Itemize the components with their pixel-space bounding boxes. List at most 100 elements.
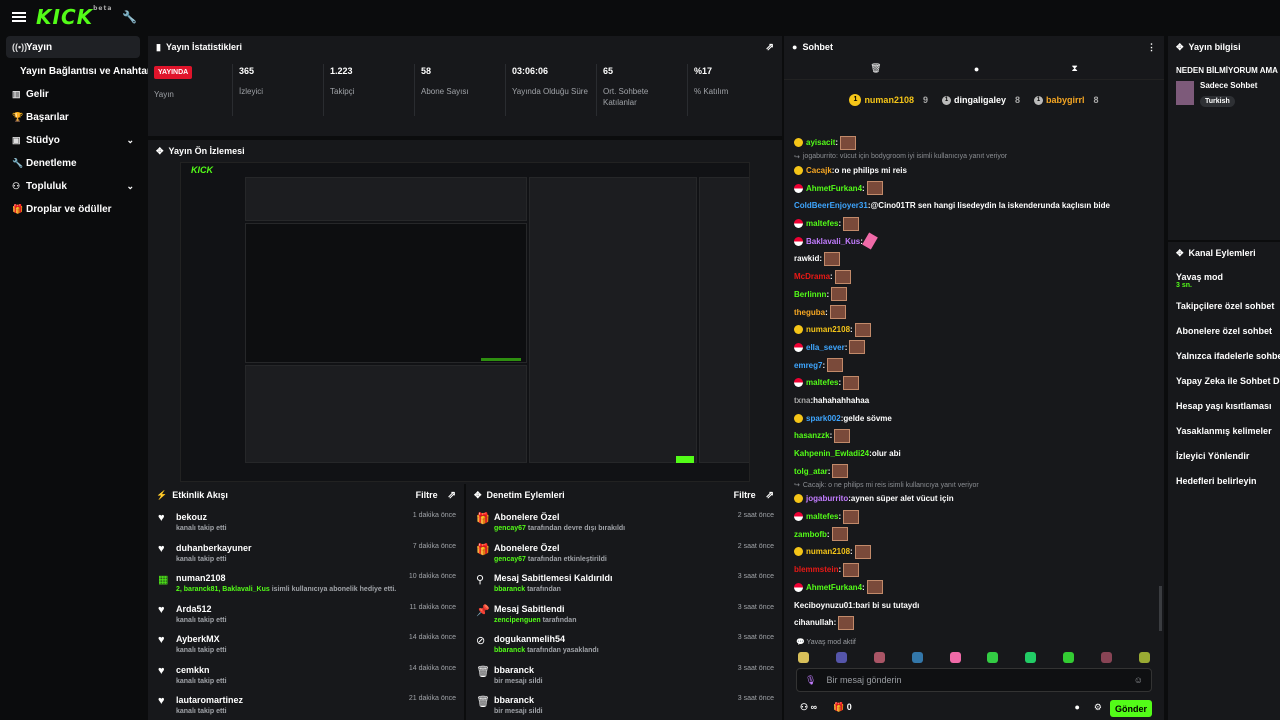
chat-message[interactable]: AhmetFurkan4: xyxy=(794,179,1154,197)
chat-username[interactable]: txna xyxy=(794,395,811,405)
chat-menu-icon[interactable]: ⋮ xyxy=(1147,41,1156,52)
emote-icon[interactable] xyxy=(835,652,847,663)
popout-icon[interactable]: ⇗ xyxy=(447,489,456,501)
chat-username[interactable]: zambofb xyxy=(794,529,827,539)
chat-username[interactable]: jogaburrito xyxy=(806,494,849,504)
activity-row[interactable]: ♥ duhanberkayuner kanalı takip etti 7 dakik… xyxy=(148,537,464,568)
chat-message[interactable]: maltefes: xyxy=(794,215,1154,233)
kick-logo[interactable]: KICKbeta xyxy=(36,5,113,29)
channel-action-item[interactable]: Yapay Zeka ile Sohbet Dene xyxy=(1168,368,1280,393)
sidebar-item-3[interactable]: 🏆 Başarılar xyxy=(6,106,140,128)
emote-icon[interactable] xyxy=(949,652,961,663)
community-icon[interactable]: ⚇ ∞ xyxy=(800,702,817,712)
stream-preview-video[interactable]: KICK xyxy=(180,162,750,482)
chat-message[interactable]: Baklavali_Kus: xyxy=(794,232,1154,250)
channel-action-item[interactable]: Yasaklanmış kelimeler xyxy=(1168,418,1280,443)
activity-row[interactable]: ♥ bekouz kanalı takip etti 1 dakika önce xyxy=(148,506,464,537)
chat-username[interactable]: AhmetFurkan4 xyxy=(806,183,863,193)
chat-message[interactable]: Cacajk: o ne philips mi reis xyxy=(794,162,1154,180)
moderation-row[interactable]: 📌 Mesaj Sabitlendi zencipenguen tarafından… xyxy=(466,598,782,629)
chat-message[interactable]: hasanzzk: xyxy=(794,427,1154,445)
chat-message[interactable]: theguba: xyxy=(794,303,1154,321)
chat-message[interactable]: maltefes: xyxy=(794,374,1154,392)
chat-message[interactable]: Berlinnn: xyxy=(794,286,1154,304)
emote-icon[interactable] xyxy=(1025,652,1037,663)
send-button[interactable]: Gönder xyxy=(1110,700,1152,717)
chat-username[interactable]: maltefes xyxy=(806,378,839,388)
sidebar-item-stream-key[interactable]: Yayın Bağlantısı ve Anahtarı xyxy=(0,59,154,83)
sidebar-item-6[interactable]: ⚇ Topluluk ⌄ xyxy=(6,175,140,197)
chat-username[interactable]: cihanullah xyxy=(794,618,834,628)
chat-username[interactable]: Cacajk xyxy=(806,166,832,176)
moderation-filter-button[interactable]: Filtre xyxy=(733,490,756,500)
chat-username[interactable]: tolg_atar xyxy=(794,466,828,476)
chat-message[interactable]: Keciboynuzu01: bari bi su tutaydı xyxy=(794,600,920,610)
moderation-row[interactable]: 🎁 Abonelere Özel gencay67 tarafından etkin… xyxy=(466,537,782,568)
moderation-row[interactable]: 🎁 Abonelere Özel gencay67 tarafından devre… xyxy=(466,506,782,537)
chat-message[interactable]: ayisacit: xyxy=(794,134,1154,152)
chat-message[interactable]: maltefes: xyxy=(794,508,1154,526)
mic-icon[interactable]: 🎙 xyxy=(805,674,817,685)
sidebar-item-2[interactable]: ▥ Gelir xyxy=(6,83,140,105)
gear-icon[interactable]: ⚙ xyxy=(1093,702,1102,712)
wrench-icon[interactable]: 🔧 xyxy=(122,10,138,24)
chat-input[interactable]: 🎙 Bir mesaj gönderin ☺ xyxy=(796,668,1152,692)
chat-username[interactable]: blemmstein xyxy=(794,565,839,575)
chat-username[interactable]: Keciboynuzu01 xyxy=(794,600,853,610)
chat-message[interactable]: numan2108: xyxy=(794,321,1154,339)
channel-action-item[interactable]: İzleyici Yönlendir xyxy=(1168,443,1280,468)
sidebar-item-4[interactable]: ▣ Stüdyo ⌄ xyxy=(6,129,140,151)
chat-message[interactable]: spark002: gelde sövme xyxy=(794,409,1154,427)
gifter[interactable]: 1 babygirrl 8 xyxy=(1034,95,1099,105)
chat-message[interactable]: emreg7: xyxy=(794,356,1154,374)
chat-message[interactable]: tolg_atar: xyxy=(794,462,1154,480)
chat-username[interactable]: maltefes xyxy=(806,219,839,229)
hourglass-icon[interactable]: ⧗ xyxy=(1071,63,1078,73)
chat-username[interactable]: Kahpenin_Ewladi24 xyxy=(794,449,870,459)
moderation-row[interactable]: 🗑 bbaranck bir mesajı sildi 3 saat önce xyxy=(466,659,782,690)
sidebar-item-7[interactable]: 🎁 Droplar ve ödüller xyxy=(6,198,140,220)
gifter[interactable]: 1 numan2108 9 xyxy=(849,94,928,106)
chat-username[interactable]: rawkid xyxy=(794,254,820,264)
channel-action-item[interactable]: Takipçilere özel sohbet xyxy=(1168,293,1280,318)
chat-username[interactable]: hasanzzk xyxy=(794,431,830,441)
activity-row[interactable]: ♥ Arda512 kanalı takip etti 11 dakika önce xyxy=(148,598,464,629)
emoji-icon[interactable]: ☺ xyxy=(1133,675,1143,685)
activity-row[interactable]: ♥ lautaromartinez kanalı takip etti 21 daki… xyxy=(148,689,464,720)
activity-filter-button[interactable]: Filtre xyxy=(415,490,438,500)
emote-icon[interactable] xyxy=(1138,652,1150,663)
chevron-down-icon[interactable]: ⌄ xyxy=(126,180,134,191)
chat-username[interactable]: McDrama xyxy=(794,272,831,282)
emote-icon[interactable] xyxy=(873,652,885,663)
gifter[interactable]: 1 dingaligaley 8 xyxy=(941,95,1020,105)
emote-icon[interactable] xyxy=(987,652,999,663)
chat-message[interactable]: blemmstein: xyxy=(794,561,1154,579)
chat-username[interactable]: spark002 xyxy=(806,413,841,423)
activity-row[interactable]: ▦ numan2108 2, baranck81, Baklavali_Kus is… xyxy=(148,567,464,598)
chat-username[interactable]: ayisacit xyxy=(806,138,836,148)
emote-icon[interactable] xyxy=(1101,652,1112,663)
emote-icon[interactable] xyxy=(1063,652,1075,663)
emote-icon[interactable] xyxy=(911,652,923,663)
chat-bubble-icon[interactable]: ● xyxy=(973,63,980,74)
chat-message[interactable]: rawkid: xyxy=(794,250,1154,268)
chat-username[interactable]: AhmetFurkan4 xyxy=(806,582,863,592)
menu-icon[interactable] xyxy=(12,10,26,24)
chat-username[interactable]: numan2108 xyxy=(806,547,851,557)
chat-username[interactable]: ColdBeerEnjoyer31 xyxy=(794,201,868,211)
chat-message[interactable]: Kahpenin_Ewladi24: olur abi xyxy=(794,449,901,459)
emote-icon[interactable] xyxy=(798,652,809,663)
chat-message[interactable]: zambofb: xyxy=(794,525,1154,543)
chat-username[interactable]: Berlinnn xyxy=(794,289,827,299)
chat-username[interactable]: theguba xyxy=(794,307,826,317)
chat-message[interactable]: ella_sever: xyxy=(794,339,1154,357)
channel-action-item[interactable]: Hesap yaşı kısıtlaması xyxy=(1168,393,1280,418)
channel-action-item[interactable]: Yalnızca ifadelerle sohbet xyxy=(1168,343,1280,368)
moderation-row[interactable]: ⚲ Mesaj Sabitlemesi Kaldırıldı bbaranck ta… xyxy=(466,567,782,598)
chat-message[interactable]: AhmetFurkan4: xyxy=(794,579,1154,597)
chat-username[interactable]: maltefes xyxy=(806,512,839,522)
chat-username[interactable]: emreg7 xyxy=(794,360,823,370)
chat-message[interactable]: txna: hahahahhahaa xyxy=(794,395,870,405)
moderation-row[interactable]: ⊘ dogukanmelih54 bbaranck tarafından yasak… xyxy=(466,628,782,659)
chat-bubble-icon[interactable]: ● xyxy=(1074,702,1080,712)
